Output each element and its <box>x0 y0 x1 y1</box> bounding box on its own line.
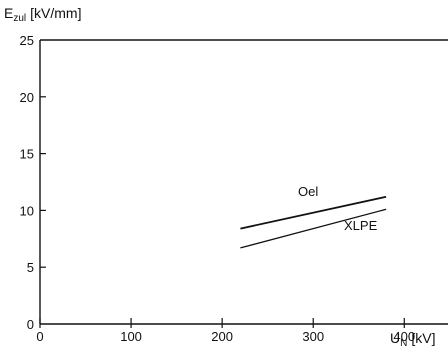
y-tick-label: 15 <box>20 147 34 162</box>
y-tick-label: 20 <box>20 90 34 105</box>
y-tick-label: 10 <box>20 203 34 218</box>
series-label-oel: Oel <box>298 184 318 199</box>
plot-frame <box>39 39 448 325</box>
y-tick-label: 0 <box>27 317 34 332</box>
series-label-xlpe: XLPE <box>344 218 378 233</box>
y-tick-label: 5 <box>27 260 34 275</box>
y-axis-title-main: E <box>4 5 13 21</box>
series-lines <box>240 195 387 249</box>
x-axis-ticks: 0 100 200 300 400 <box>36 318 415 344</box>
y-axis-title-unit: [kV/mm] <box>30 5 81 21</box>
x-tick-label: 300 <box>302 329 324 344</box>
x-axis-title-sub: N <box>400 338 407 347</box>
series-line-xlpe <box>240 208 387 249</box>
x-axis-title: UN [kV] <box>390 330 435 347</box>
x-tick-label: 400 <box>393 329 415 344</box>
series-line-oel <box>240 195 387 230</box>
y-axis-ticks: 0 5 10 15 20 25 <box>20 33 46 332</box>
y-tick-label: 25 <box>20 33 34 48</box>
x-axis-title-main: U <box>390 330 400 346</box>
x-tick-label: 200 <box>211 329 233 344</box>
x-tick-label: 100 <box>120 329 142 344</box>
x-axis-title-unit: [kV] <box>411 330 435 346</box>
y-axis-title-sub: zul <box>13 13 26 24</box>
x-tick-label: 0 <box>36 329 43 344</box>
y-axis-title: Ezul [kV/mm] <box>4 5 81 24</box>
